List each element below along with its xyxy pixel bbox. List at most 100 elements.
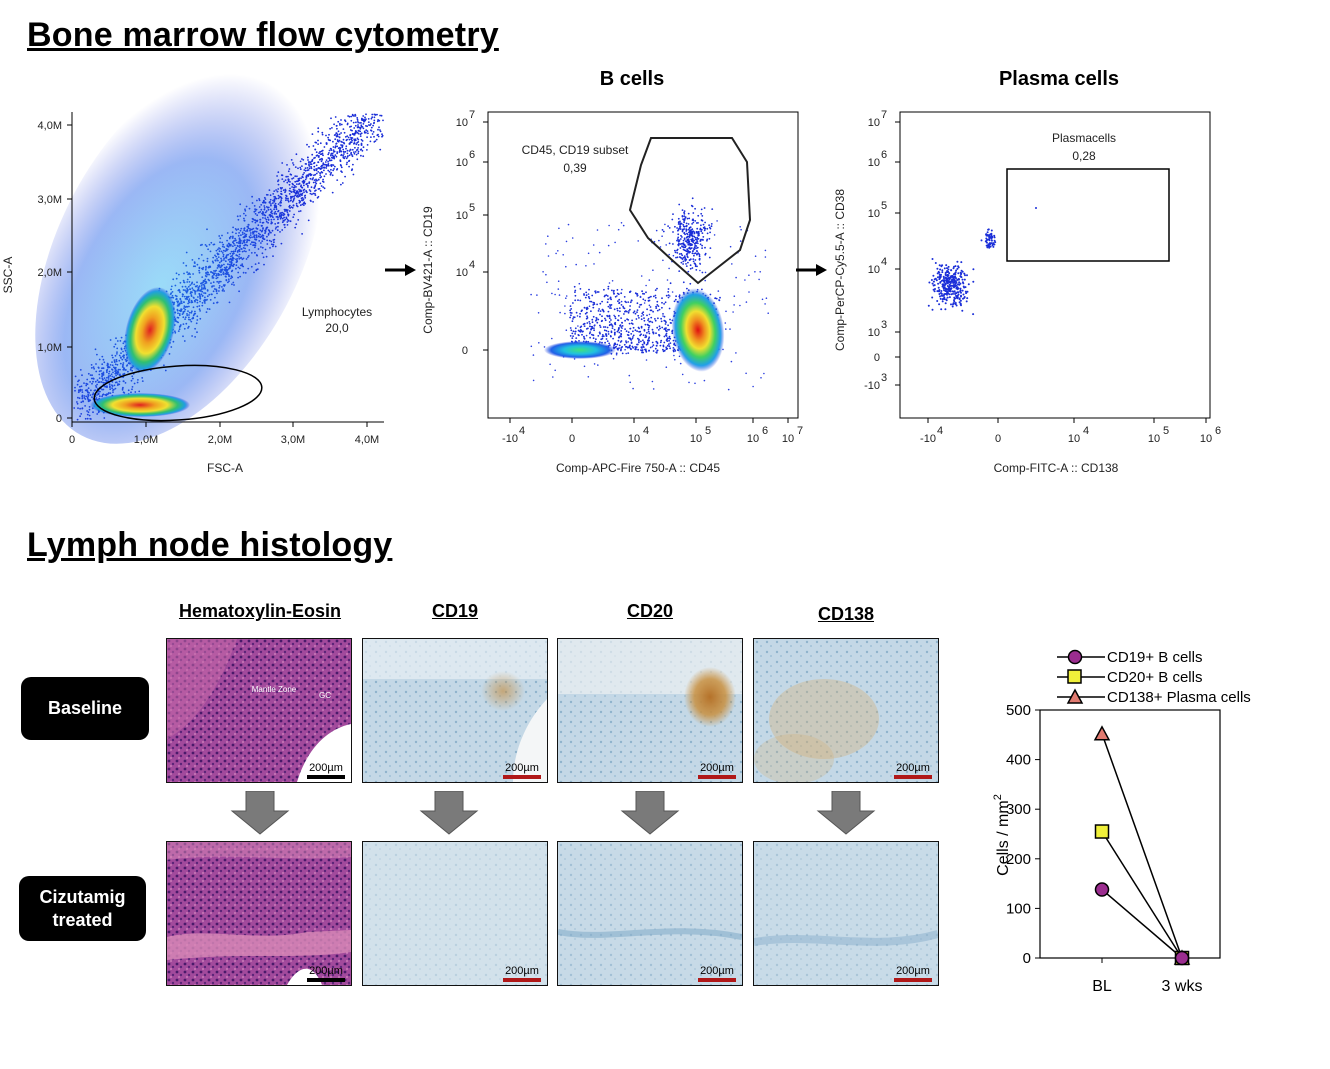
b-cells-title: B cells bbox=[599, 68, 665, 90]
svg-text:4: 4 bbox=[881, 256, 887, 268]
flow1-density-cloud bbox=[35, 56, 325, 444]
cd19-subset-gate bbox=[628, 137, 752, 285]
y-tick-label: 0 bbox=[1023, 950, 1031, 967]
flow2-x-tick: 0 bbox=[569, 433, 575, 445]
svg-text:4: 4 bbox=[937, 425, 943, 437]
flow2-event-dots bbox=[530, 197, 769, 391]
cd19-subset-value: 0,39 bbox=[563, 161, 587, 175]
tile-baseline-cd20: 200µm bbox=[557, 638, 743, 783]
cd19-subset-label: CD45, CD19 subset bbox=[522, 143, 629, 157]
down-arrow-he bbox=[230, 791, 290, 835]
plasmacells-gate bbox=[1006, 168, 1170, 262]
flow1-density-lymphocytes bbox=[90, 393, 190, 417]
flow3-y-tick: 10 bbox=[868, 117, 880, 129]
legend-item-cd138: CD138+ Plasma cells bbox=[1055, 687, 1251, 707]
flow2-density-cd19neg bbox=[544, 341, 616, 359]
flow2-y-tick: 0 bbox=[462, 345, 468, 357]
flow1-x-tick: 4,0M bbox=[355, 434, 379, 446]
flow2-x-tick: 10 bbox=[747, 433, 759, 445]
legend-label-cd19: CD19+ B cells bbox=[1107, 648, 1203, 666]
tile-treated-cd138: 200µm bbox=[753, 841, 939, 986]
flow1-y-tick: 0 bbox=[56, 413, 62, 425]
flow3-y-tick: 0 bbox=[874, 352, 880, 364]
chart-y-label: Cells / mm2 bbox=[992, 794, 1012, 876]
marker-CD20+ B cells bbox=[1094, 824, 1110, 839]
flow-arrow-1 bbox=[385, 264, 416, 276]
flow1-y-tick: 2,0M bbox=[38, 267, 62, 279]
flow3-x-tick: 10 bbox=[1148, 433, 1160, 445]
tile-baseline-cd19: 200µm bbox=[362, 638, 548, 783]
flow2-x-label: Comp-APC-Fire 750-A :: CD45 bbox=[556, 461, 720, 475]
plasmacells-value: 0,28 bbox=[1072, 149, 1096, 163]
row-label-baseline: Baseline bbox=[21, 677, 149, 740]
x-tick-label: 3 wks bbox=[1162, 978, 1203, 995]
series-line-0 bbox=[1101, 888, 1183, 959]
flow-section-title: Bone marrow flow cytometry bbox=[27, 16, 499, 54]
svg-text:7: 7 bbox=[881, 109, 887, 121]
legend-label-cd138: CD138+ Plasma cells bbox=[1107, 688, 1251, 706]
series-line-1 bbox=[1101, 831, 1183, 959]
scale-bar: 200µm bbox=[503, 965, 541, 982]
flow3-y-tick: 10 bbox=[868, 208, 880, 220]
svg-text:5: 5 bbox=[469, 202, 475, 214]
svg-text:6: 6 bbox=[1215, 425, 1221, 437]
histology-section-title: Lymph node histology bbox=[27, 526, 393, 564]
marker-CD19+ B cells bbox=[1174, 950, 1190, 966]
he-treated-image bbox=[167, 842, 351, 985]
flow2-y-tick: 10 bbox=[456, 117, 468, 129]
svg-text:4: 4 bbox=[643, 425, 649, 437]
flow3-y-tick: -10 bbox=[864, 380, 880, 392]
flow3-x-tick: 10 bbox=[1200, 433, 1212, 445]
row-label-treated: Cizutamig treated bbox=[19, 876, 146, 941]
down-arrow-cd20 bbox=[620, 791, 680, 835]
flow-arrow-2 bbox=[796, 264, 827, 276]
cd138-treated-image bbox=[754, 842, 938, 985]
svg-text:5: 5 bbox=[1163, 425, 1169, 437]
flow3-x-tick: 10 bbox=[1068, 433, 1080, 445]
lymphocytes-gate bbox=[93, 364, 263, 422]
svg-text:6: 6 bbox=[881, 149, 887, 161]
flow1-x-tick: 3,0M bbox=[281, 434, 305, 446]
plasma-cells-title: Plasma cells bbox=[998, 68, 1120, 90]
y-tick-label: 200 bbox=[1006, 851, 1031, 868]
svg-text:7: 7 bbox=[797, 425, 803, 437]
legend-item-cd20: CD20+ B cells bbox=[1055, 667, 1251, 687]
col-head-cd19: CD19 bbox=[431, 601, 479, 621]
he-mantle-zone-label: Mantle Zone bbox=[252, 685, 297, 694]
y-tick-label: 100 bbox=[1006, 900, 1031, 917]
flow3-y-tick: 10 bbox=[868, 157, 880, 169]
flow2-y-tick: 10 bbox=[456, 267, 468, 279]
flow2-y-tick: 10 bbox=[456, 157, 468, 169]
flow1-x-tick: 2,0M bbox=[208, 434, 232, 446]
svg-text:5: 5 bbox=[705, 425, 711, 437]
flow1-x-label: FSC-A bbox=[207, 461, 243, 475]
tile-baseline-he: Mantle Zone GC 200µm bbox=[166, 638, 352, 783]
svg-text:3: 3 bbox=[881, 372, 887, 384]
cd20-treated-image bbox=[558, 842, 742, 985]
col-head-he: Hematoxylin-Eosin bbox=[178, 601, 342, 621]
flow3-x-tick: 0 bbox=[995, 433, 1001, 445]
scale-bar: 200µm bbox=[698, 965, 736, 982]
tile-treated-he: 200µm bbox=[166, 841, 352, 986]
legend-label-cd20: CD20+ B cells bbox=[1107, 668, 1203, 686]
y-tick-label: 400 bbox=[1006, 752, 1031, 769]
he-gc-label: GC bbox=[319, 691, 331, 700]
chart-frame bbox=[1039, 709, 1221, 959]
scale-bar: 200µm bbox=[307, 965, 345, 982]
flow2-x-tick: 10 bbox=[782, 433, 794, 445]
flow1-x-tick: 1,0M bbox=[134, 434, 158, 446]
flow1-y-tick: 3,0M bbox=[38, 194, 62, 206]
marker-CD19+ B cells bbox=[1094, 882, 1110, 897]
flow1-density-granulocytes bbox=[124, 287, 176, 373]
chart-legend: CD19+ B cells CD20+ B cells CD138+ Plasm… bbox=[1055, 647, 1251, 707]
scale-bar: 200µm bbox=[698, 762, 736, 779]
svg-text:6: 6 bbox=[762, 425, 768, 437]
x-tick-label: BL bbox=[1092, 978, 1112, 995]
lymphocytes-gate-label: Lymphocytes bbox=[302, 305, 372, 319]
flow2-y-label: Comp-BV421-A :: CD19 bbox=[421, 206, 435, 334]
plasmacells-label: Plasmacells bbox=[1052, 131, 1116, 145]
svg-text:7: 7 bbox=[469, 109, 475, 121]
flow3-x-label: Comp-FITC-A :: CD138 bbox=[994, 461, 1119, 475]
flow2-x-tick: 10 bbox=[690, 433, 702, 445]
